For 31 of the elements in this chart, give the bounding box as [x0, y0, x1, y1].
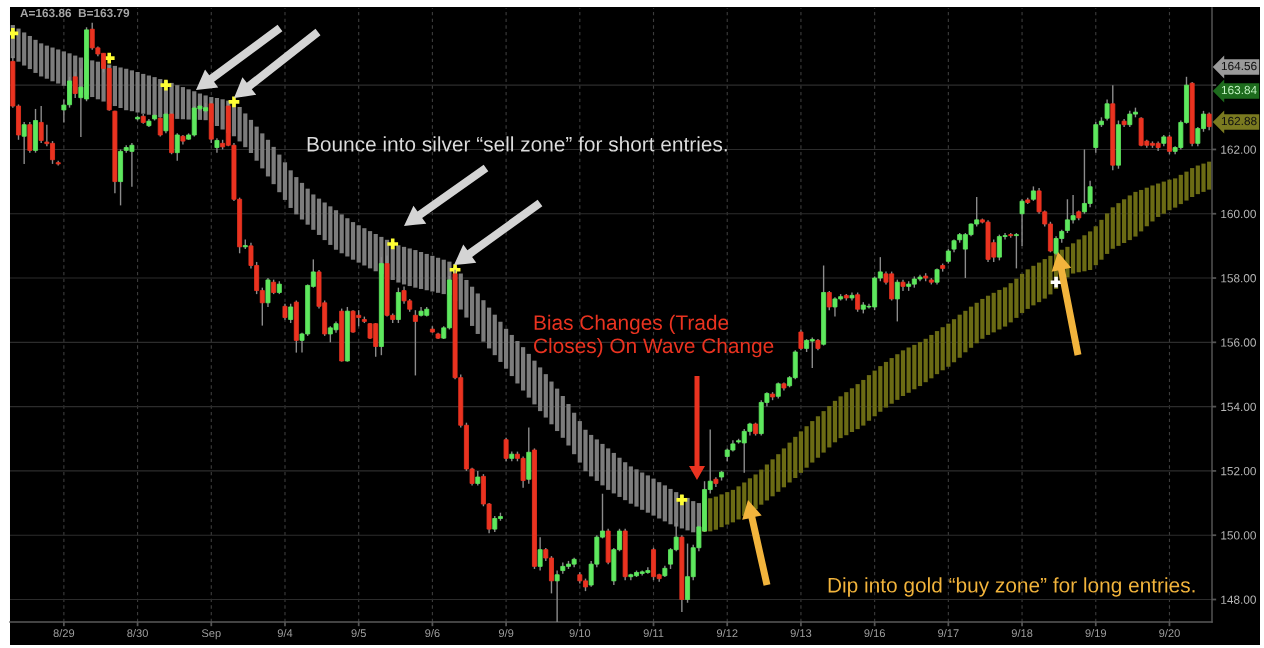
x-tick-label: 8/29 — [53, 628, 75, 638]
y-tick-label: 154.00 — [1221, 402, 1256, 412]
chart-title: A=163.86 B=163.79 — [20, 8, 130, 18]
y-tick-label: 156.00 — [1221, 338, 1256, 347]
y-tick-label: 162.00 — [1221, 145, 1256, 154]
x-tick-label: 9/6 — [425, 628, 440, 638]
y-tick-label: 160.00 — [1221, 209, 1256, 219]
text: 163.84 — [1221, 85, 1257, 95]
text: 162.88 — [1221, 116, 1257, 126]
y-tick-label: 152.00 — [1221, 466, 1256, 476]
x-tick-label: 9/17 — [938, 628, 959, 638]
y-tick-label: 148.00 — [1221, 595, 1256, 604]
annotation: Bias Changes (Trade Closes) On Wave Change — [534, 314, 774, 358]
x-tick-label: 9/9 — [498, 628, 514, 638]
x-tick-label: 9/4 — [277, 628, 293, 638]
x-tick-label: 9/11 — [643, 628, 664, 638]
annotation: Bounce into silver “sell zone” for short entries. — [307, 136, 727, 152]
y-tick-label: 150.00 — [1221, 531, 1256, 540]
x-tick-label: 9/19 — [1085, 628, 1107, 638]
x-tick-label: 9/13 — [790, 628, 812, 638]
x-tick-label: 9/10 — [569, 628, 591, 638]
x-tick-label: 9/20 — [1159, 628, 1180, 638]
x-tick-label: 9/16 — [864, 628, 885, 638]
x-tick-label: 9/5 — [351, 628, 366, 638]
annotation: Dip into gold “buy zone” for long entries. — [828, 577, 1195, 597]
x-tick-label: 9/18 — [1011, 628, 1033, 638]
x-tick-label: 9/12 — [716, 628, 738, 638]
text: 164.56 — [1221, 61, 1257, 71]
x-tick-label: Sep — [201, 629, 221, 640]
y-tick-label: 158.00 — [1221, 274, 1256, 283]
x-tick-label: 8/30 — [127, 628, 148, 638]
